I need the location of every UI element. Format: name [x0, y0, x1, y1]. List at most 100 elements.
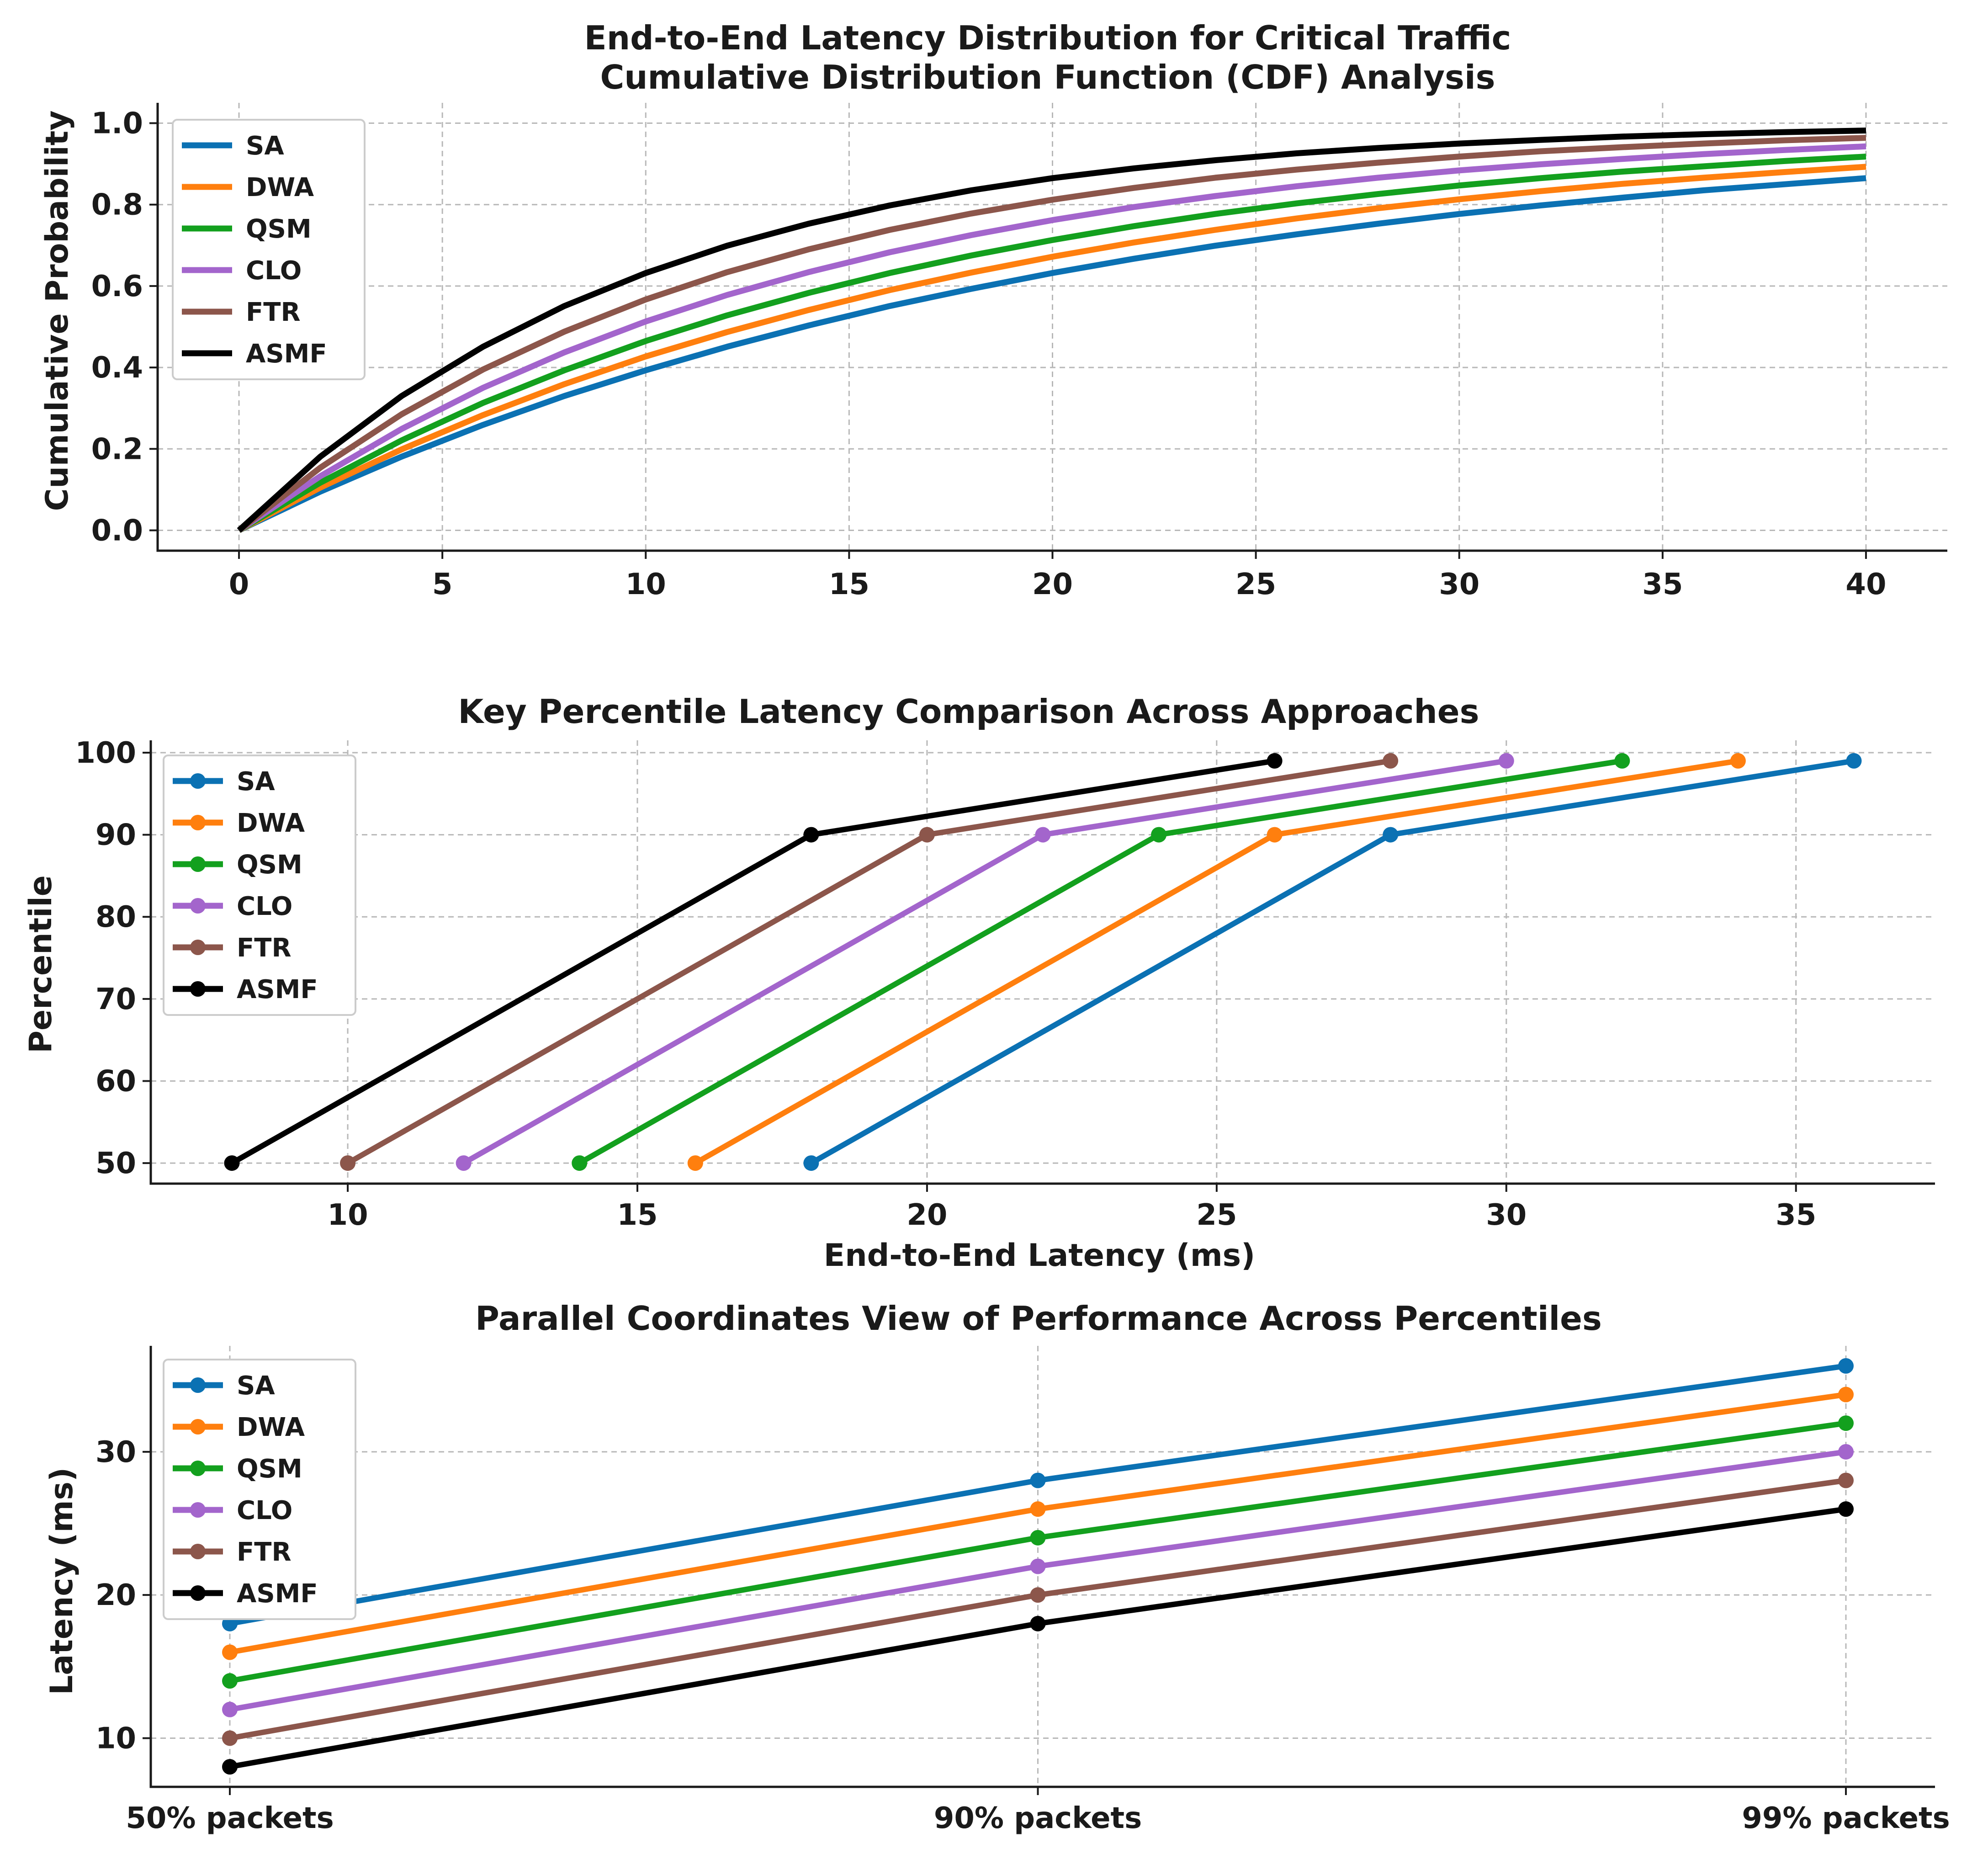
- parallel-point-dwa: [1030, 1501, 1046, 1517]
- legend-label: SA: [237, 1371, 275, 1401]
- percentile-title: Key Percentile Latency Comparison Across…: [458, 692, 1479, 731]
- parallel-x-tick-label: 50% packets: [126, 1801, 334, 1835]
- legend-label: SA: [237, 767, 275, 797]
- percentile-y-tick-label: 80: [95, 900, 136, 934]
- parallel-point-asmf: [1838, 1501, 1854, 1517]
- percentile-point-dwa: [687, 1155, 703, 1171]
- parallel-point-dwa: [1838, 1387, 1854, 1403]
- percentile-point-sa: [1846, 753, 1862, 769]
- percentile-point-sa: [803, 1155, 819, 1171]
- legend-label: DWA: [237, 1413, 305, 1442]
- legend-label: QSM: [237, 1454, 302, 1484]
- percentile-y-tick-label: 90: [95, 818, 136, 852]
- legend-label: FTR: [246, 298, 301, 327]
- chart_data.1-legend-marker: [190, 773, 206, 789]
- cdf-series-ftr: [237, 135, 1866, 533]
- parallel-point-clo: [222, 1701, 238, 1717]
- cdf-series-asmf: [237, 128, 1866, 533]
- cdf-series-clo: [237, 143, 1866, 533]
- parallel-point-ftr: [1030, 1587, 1046, 1603]
- chart_data.2-legend-marker: [190, 1419, 206, 1435]
- chart_data.1-legend-marker: [190, 940, 206, 955]
- legend-label: ASMF: [246, 339, 327, 369]
- cdf-x-tick-label: 25: [1235, 568, 1276, 601]
- chart_data.1-legend-marker: [190, 898, 206, 914]
- legend-label: FTR: [237, 1537, 292, 1567]
- parallel-x-tick-label: 90% packets: [934, 1801, 1142, 1835]
- parallel-point-sa: [1030, 1472, 1046, 1488]
- percentile-x-tick-label: 15: [617, 1198, 657, 1232]
- parallel-panel: Parallel Coordinates View of Performance…: [44, 1299, 1950, 1835]
- cdf-axes: [156, 103, 1947, 552]
- legend-label: CLO: [246, 256, 302, 286]
- percentile-point-asmf: [1267, 753, 1283, 769]
- cdf-y-tick-label: 0.8: [91, 188, 143, 222]
- percentile-y-tick-label: 100: [75, 736, 136, 770]
- cdf-x-tick-label: 5: [432, 568, 453, 601]
- percentile-x-axis-label: End-to-End Latency (ms): [824, 1238, 1255, 1274]
- percentile-x-tick-label: 10: [328, 1198, 368, 1232]
- cdf-x-tick-label: 30: [1439, 568, 1479, 601]
- chart_data.1-legend-marker: [190, 981, 206, 997]
- parallel-y-tick-label: 20: [95, 1578, 136, 1612]
- cdf-series-sa: [238, 175, 1866, 533]
- parallel-point-clo: [1030, 1558, 1046, 1574]
- parallel-point-qsm: [1838, 1415, 1854, 1431]
- parallel-point-ftr: [222, 1730, 238, 1746]
- cdf-x-tick-label: 40: [1845, 568, 1886, 601]
- parallel-y-tick-label: 10: [95, 1721, 136, 1755]
- cdf-y-tick-label: 0.0: [91, 514, 143, 547]
- percentile-point-dwa: [1730, 753, 1746, 769]
- percentile-axes: [149, 740, 1935, 1185]
- percentile-x-tick-label: 20: [907, 1198, 947, 1232]
- chart_data.2-legend-marker: [190, 1585, 206, 1601]
- percentile-point-asmf: [803, 827, 819, 843]
- cdf-x-tick-label: 20: [1032, 568, 1073, 601]
- percentile-point-ftr: [340, 1155, 356, 1171]
- cdf-y-tick-label: 0.2: [91, 432, 143, 466]
- percentile-point-qsm: [1151, 827, 1167, 843]
- percentile-point-dwa: [1267, 827, 1283, 843]
- percentile-point-clo: [1035, 827, 1051, 843]
- parallel-title: Parallel Coordinates View of Performance…: [475, 1299, 1602, 1338]
- legend-label: DWA: [246, 173, 314, 202]
- cdf-series-dwa: [237, 164, 1866, 533]
- chart_data.2-legend-marker: [190, 1544, 206, 1559]
- percentile-x-tick-label: 25: [1196, 1198, 1237, 1232]
- parallel-point-ftr: [1838, 1472, 1854, 1488]
- percentile-panel: Key Percentile Latency Comparison Across…: [23, 692, 1935, 1274]
- cdf-title: End-to-End Latency Distribution for Crit…: [584, 19, 1511, 57]
- percentile-point-ftr: [919, 827, 935, 843]
- parallel-point-asmf: [222, 1759, 238, 1775]
- percentile-point-ftr: [1383, 753, 1399, 769]
- legend-label: ASMF: [237, 975, 318, 1004]
- parallel-x-tick-label: 99% packets: [1742, 1801, 1950, 1835]
- percentile-point-asmf: [224, 1155, 240, 1171]
- parallel-y-axis-label: Latency (ms): [44, 1467, 80, 1695]
- cdf-x-tick-label: 35: [1642, 568, 1683, 601]
- percentile-point-clo: [456, 1155, 472, 1171]
- cdf-panel: End-to-End Latency Distribution for Crit…: [39, 19, 1947, 601]
- cdf-y-tick-label: 0.6: [91, 270, 143, 303]
- parallel-point-qsm: [1030, 1530, 1046, 1546]
- legend-label: SA: [246, 131, 284, 161]
- percentile-y-axis-label: Percentile: [23, 875, 59, 1053]
- percentile-point-clo: [1498, 753, 1514, 769]
- legend-label: CLO: [237, 1496, 292, 1525]
- chart_data.2-legend-marker: [190, 1377, 206, 1393]
- parallel-y-tick-label: 30: [95, 1435, 136, 1469]
- parallel-point-dwa: [222, 1644, 238, 1660]
- cdf-y-axis-label: Cumulative Probability: [39, 111, 75, 511]
- cdf-y-tick-label: 0.4: [91, 351, 143, 385]
- legend-label: QSM: [237, 850, 302, 880]
- parallel-axes: [149, 1346, 1935, 1788]
- parallel-point-qsm: [222, 1673, 238, 1689]
- parallel-point-asmf: [1030, 1615, 1046, 1631]
- chart_data.1-legend-marker: [190, 856, 206, 872]
- cdf-x-tick-label: 15: [829, 568, 869, 601]
- parallel-point-clo: [1838, 1444, 1854, 1460]
- percentile-point-qsm: [572, 1155, 588, 1171]
- percentile-series-sa: [810, 758, 1855, 1166]
- cdf-y-tick-label: 1.0: [91, 107, 143, 141]
- percentile-point-qsm: [1614, 753, 1630, 769]
